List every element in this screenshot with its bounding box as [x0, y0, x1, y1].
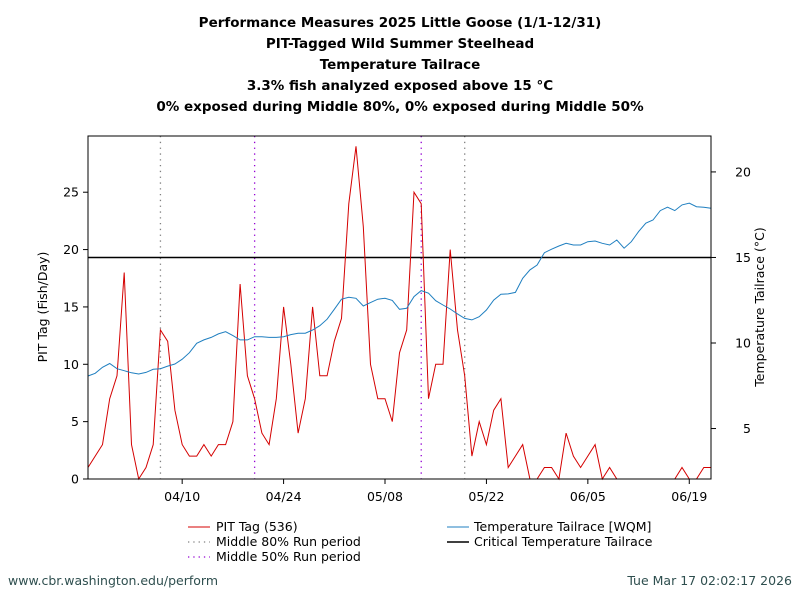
x-tick-label: 05/08: [367, 489, 403, 504]
legend-temp-label: Temperature Tailrace [WQM]: [474, 519, 652, 534]
y-tick-label: 0: [71, 472, 79, 487]
chart-subtitle-species: PIT-Tagged Wild Summer Steelhead: [265, 36, 535, 52]
plot-frame: [87, 135, 712, 480]
y-tick-label: 10: [63, 357, 79, 372]
chart-title: Performance Measures 2025 Little Goose (…: [198, 15, 602, 31]
y-tick-label: 15: [63, 299, 79, 314]
footer-timestamp: Tue Mar 17 02:02:17 2026: [627, 573, 792, 588]
x-tick-label: 04/10: [164, 489, 200, 504]
pit-tag-line: [87, 146, 711, 481]
x-tick-label: 06/05: [570, 489, 606, 504]
x-tick-label: 04/24: [266, 489, 302, 504]
legend-50-label: Middle 50% Run period: [216, 549, 361, 564]
x-tick-label: 06/19: [671, 489, 707, 504]
x-tick-label: 05/22: [468, 489, 504, 504]
legend-critical-label: Critical Temperature Tailrace: [474, 534, 653, 549]
chart-subtitle-middle-exposure: 0% exposed during Middle 80%, 0% exposed…: [156, 99, 644, 115]
y-tick-label: 20: [63, 242, 79, 257]
legend-80-label: Middle 80% Run period: [216, 534, 361, 549]
y2-tick-label: 20: [735, 164, 751, 179]
y2-tick-label: 5: [743, 421, 751, 436]
y-tick-label: 25: [63, 185, 79, 200]
y2-tick-label: 10: [735, 335, 751, 350]
y-axis-label: PIT Tag (Fish/Day): [35, 252, 50, 363]
y-tick-label: 5: [71, 414, 79, 429]
footer-url[interactable]: www.cbr.washington.edu/perform: [8, 573, 219, 588]
chart-subtitle-measure: Temperature Tailrace: [319, 57, 481, 73]
y2-axis-label: Temperature Tailrace (°C): [752, 227, 767, 387]
chart-subtitle-exposure: 3.3% fish analyzed exposed above 15 °C: [246, 78, 554, 94]
legend-pit-label: PIT Tag (536): [216, 519, 298, 534]
y2-tick-label: 15: [735, 250, 751, 265]
